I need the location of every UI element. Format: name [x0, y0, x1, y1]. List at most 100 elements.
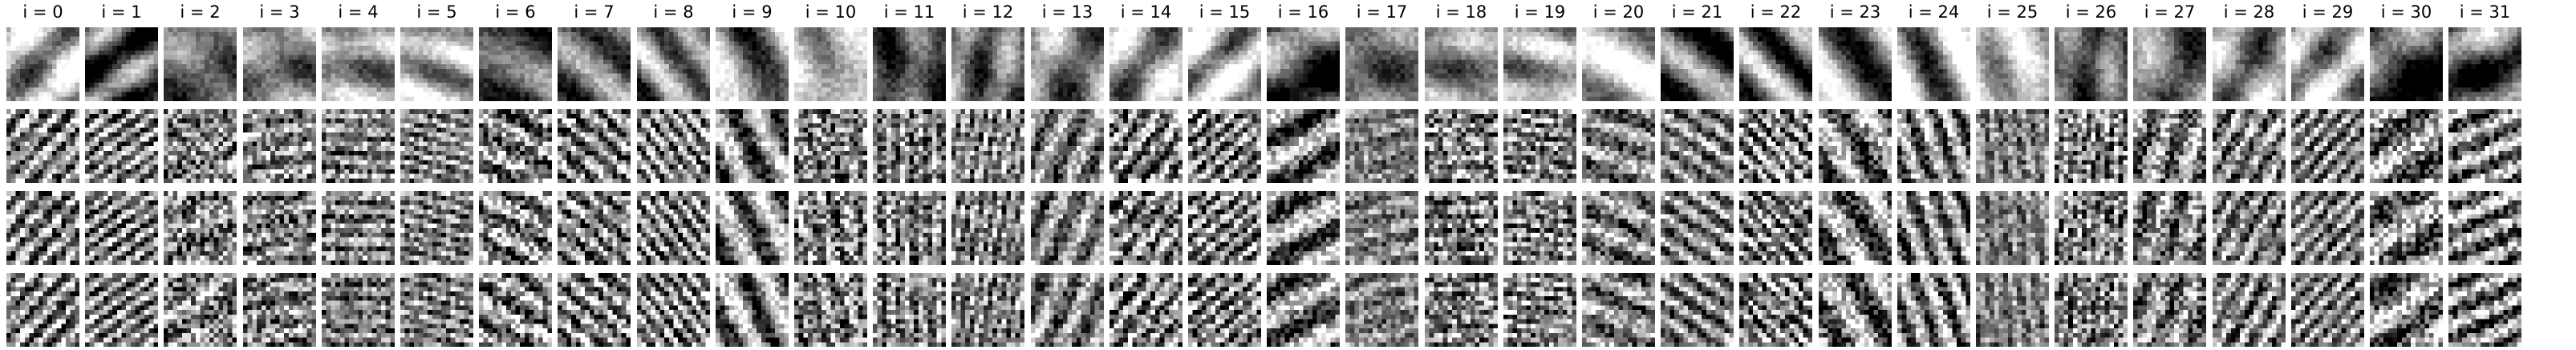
image-patch — [1661, 191, 1734, 265]
column-title: i = 25 — [1986, 2, 2038, 22]
patch-canvas — [1031, 191, 1104, 265]
image-patch — [2055, 273, 2128, 347]
image-patch — [85, 109, 158, 183]
patch-canvas — [1739, 191, 1812, 265]
image-patch — [1110, 191, 1183, 265]
patch-canvas — [322, 273, 395, 347]
column-title: i = 18 — [1435, 2, 1487, 22]
image-patch — [1739, 273, 1812, 347]
column-title: i = 31 — [2459, 2, 2511, 22]
patch-canvas — [2055, 191, 2128, 265]
patch-canvas — [1267, 273, 1340, 347]
image-patch — [2448, 273, 2521, 347]
patch-canvas — [6, 109, 79, 183]
image-patch — [2055, 109, 2128, 183]
image-patch — [1031, 273, 1104, 347]
image-patch — [1582, 191, 1655, 265]
image-patch — [479, 109, 552, 183]
patch-canvas — [1897, 27, 1970, 101]
column-title: i = 30 — [2380, 2, 2432, 22]
image-patch — [1267, 27, 1340, 101]
image-patch — [164, 109, 237, 183]
patch-canvas — [558, 191, 631, 265]
image-patch — [794, 27, 867, 101]
image-patch — [1739, 191, 1812, 265]
image-patch — [2448, 27, 2521, 101]
column-title: i = 27 — [2144, 2, 2196, 22]
image-patch — [1425, 191, 1498, 265]
patch-canvas — [1503, 191, 1576, 265]
image-patch — [558, 191, 631, 265]
image-patch — [951, 273, 1024, 347]
image-patch — [2370, 273, 2443, 347]
image-patch — [951, 27, 1024, 101]
patch-canvas — [1976, 273, 2049, 347]
patch-canvas — [1897, 109, 1970, 183]
image-patch — [2213, 109, 2286, 183]
patch-canvas — [1819, 273, 1892, 347]
patch-canvas — [1425, 191, 1498, 265]
patch-canvas — [558, 273, 631, 347]
patch-canvas — [243, 273, 316, 347]
image-patch — [1345, 273, 1418, 347]
image-patch — [1582, 273, 1655, 347]
patch-canvas — [1976, 109, 2049, 183]
patch-canvas — [1503, 109, 1576, 183]
patch-canvas — [637, 27, 710, 101]
image-patch — [400, 27, 473, 101]
patch-canvas — [1503, 273, 1576, 347]
image-patch — [1267, 109, 1340, 183]
patch-canvas — [1345, 109, 1418, 183]
patch-canvas — [2291, 191, 2364, 265]
image-patch — [2370, 27, 2443, 101]
image-patch — [558, 109, 631, 183]
image-patch — [1425, 273, 1498, 347]
image-patch — [243, 109, 316, 183]
patch-canvas — [1661, 191, 1734, 265]
patch-canvas — [85, 27, 158, 101]
patch-canvas — [322, 109, 395, 183]
patch-canvas — [2213, 273, 2286, 347]
patch-canvas — [1188, 191, 1261, 265]
patch-canvas — [1425, 109, 1498, 183]
image-patch — [6, 27, 79, 101]
patch-canvas — [6, 273, 79, 347]
patch-canvas — [1582, 27, 1655, 101]
image-patch — [2133, 109, 2206, 183]
image-patch — [1110, 27, 1183, 101]
image-patch — [322, 109, 395, 183]
patch-canvas — [1897, 191, 1970, 265]
image-patch — [1031, 27, 1104, 101]
column-title: i = 7 — [574, 2, 615, 22]
patch-canvas — [1582, 273, 1655, 347]
image-patch — [2213, 273, 2286, 347]
patch-canvas — [322, 27, 395, 101]
patch-canvas — [1031, 273, 1104, 347]
image-patch — [2370, 191, 2443, 265]
patch-canvas — [1267, 109, 1340, 183]
patch-canvas — [1345, 273, 1418, 347]
patch-canvas — [164, 191, 237, 265]
column-title: i = 1 — [101, 2, 142, 22]
patch-canvas — [1976, 27, 2049, 101]
column-title: i = 28 — [2223, 2, 2275, 22]
patch-canvas — [794, 191, 867, 265]
image-patch — [164, 273, 237, 347]
patch-canvas — [2133, 273, 2206, 347]
patch-canvas — [2370, 109, 2443, 183]
image-patch — [1503, 191, 1576, 265]
image-patch — [1897, 27, 1970, 101]
patch-canvas — [1425, 273, 1498, 347]
patch-canvas — [873, 109, 946, 183]
image-patch — [400, 191, 473, 265]
column-title: i = 0 — [22, 2, 63, 22]
image-patch — [85, 191, 158, 265]
image-patch — [2448, 191, 2521, 265]
image-patch — [479, 273, 552, 347]
image-patch — [951, 191, 1024, 265]
column-title: i = 16 — [1277, 2, 1329, 22]
column-title: i = 24 — [1908, 2, 1960, 22]
patch-canvas — [2133, 191, 2206, 265]
patch-canvas — [1661, 109, 1734, 183]
